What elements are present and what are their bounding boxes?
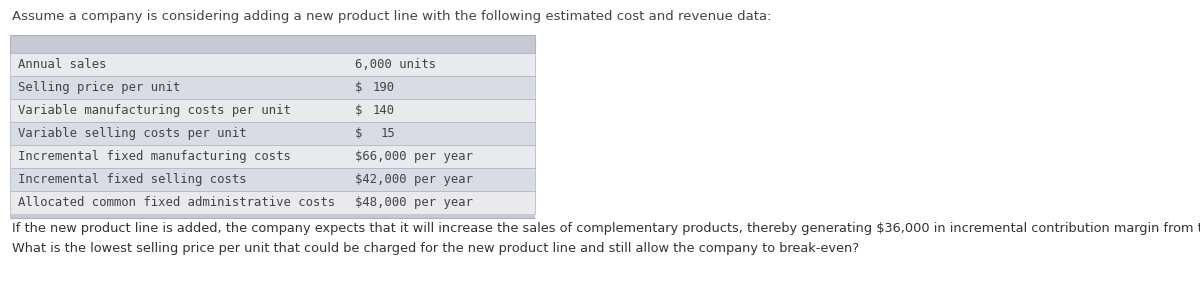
Text: Allocated common fixed administrative costs: Allocated common fixed administrative co… bbox=[18, 196, 335, 209]
Text: Variable selling costs per unit: Variable selling costs per unit bbox=[18, 127, 247, 140]
Text: Assume a company is considering adding a new product line with the following est: Assume a company is considering adding a… bbox=[12, 10, 772, 23]
Text: 140: 140 bbox=[373, 104, 395, 117]
Bar bbox=[10, 191, 535, 214]
Text: Variable manufacturing costs per unit: Variable manufacturing costs per unit bbox=[18, 104, 290, 117]
Text: $: $ bbox=[355, 104, 362, 117]
Text: Annual sales: Annual sales bbox=[18, 58, 107, 71]
Text: $: $ bbox=[355, 81, 362, 94]
Bar bbox=[10, 76, 535, 99]
Bar bbox=[10, 122, 535, 145]
Bar bbox=[10, 99, 535, 122]
Text: 190: 190 bbox=[373, 81, 395, 94]
Text: Selling price per unit: Selling price per unit bbox=[18, 81, 180, 94]
Text: $42,000 per year: $42,000 per year bbox=[355, 173, 473, 186]
Bar bbox=[10, 35, 535, 53]
Bar bbox=[10, 53, 535, 76]
Text: Incremental fixed selling costs: Incremental fixed selling costs bbox=[18, 173, 247, 186]
Text: 6,000 units: 6,000 units bbox=[355, 58, 436, 71]
Text: Incremental fixed manufacturing costs: Incremental fixed manufacturing costs bbox=[18, 150, 290, 163]
Text: $: $ bbox=[355, 127, 362, 140]
Text: $48,000 per year: $48,000 per year bbox=[355, 196, 473, 209]
Bar bbox=[10, 145, 535, 168]
Bar bbox=[10, 168, 535, 191]
Text: If the new product line is added, the company expects that it will increase the : If the new product line is added, the co… bbox=[12, 222, 1200, 235]
Text: What is the lowest selling price per unit that could be charged for the new prod: What is the lowest selling price per uni… bbox=[12, 242, 859, 255]
Bar bbox=[10, 214, 535, 218]
Text: $66,000 per year: $66,000 per year bbox=[355, 150, 473, 163]
Text: 15: 15 bbox=[380, 127, 395, 140]
